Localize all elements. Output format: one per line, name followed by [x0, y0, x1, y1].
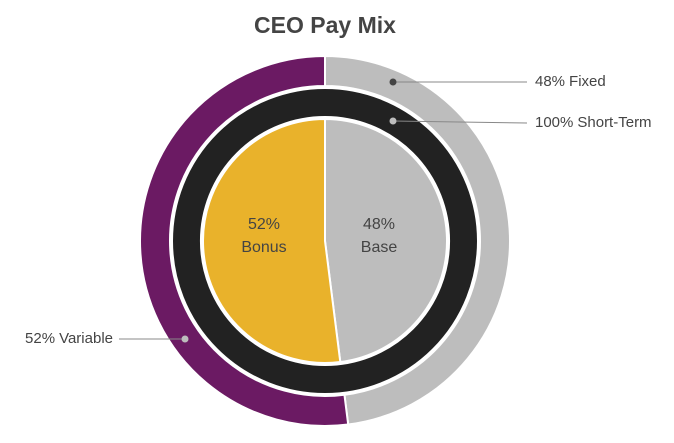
pie-slice [138, 54, 350, 427]
slice-category-label: Short-Term [577, 114, 651, 131]
slice-value-label: 48% [535, 73, 565, 90]
slice-label: 48% Fixed [535, 73, 606, 90]
leader-dot [181, 335, 189, 343]
chart-title: CEO Pay Mix [254, 12, 396, 38]
leader-dot [389, 78, 397, 86]
slice-label: Base [361, 239, 398, 256]
leader-line [392, 120, 528, 124]
slice-category-label: Fixed [569, 73, 606, 90]
slice-label: 52% Variable [25, 330, 113, 347]
slice-label: 100% Short-Term [535, 114, 652, 131]
slice-category-label: Variable [59, 330, 113, 347]
pie-slice [171, 86, 479, 396]
slice-value-label: 100% [535, 114, 573, 131]
slice-value-label: 52% [248, 216, 280, 233]
slice-value-label: 52% [25, 330, 55, 347]
pie-slice [202, 117, 342, 364]
slice-label: Bonus [241, 239, 286, 256]
slice-value-label: 48% [363, 216, 395, 233]
leader-dot [389, 117, 397, 125]
pie-slice [324, 117, 448, 364]
